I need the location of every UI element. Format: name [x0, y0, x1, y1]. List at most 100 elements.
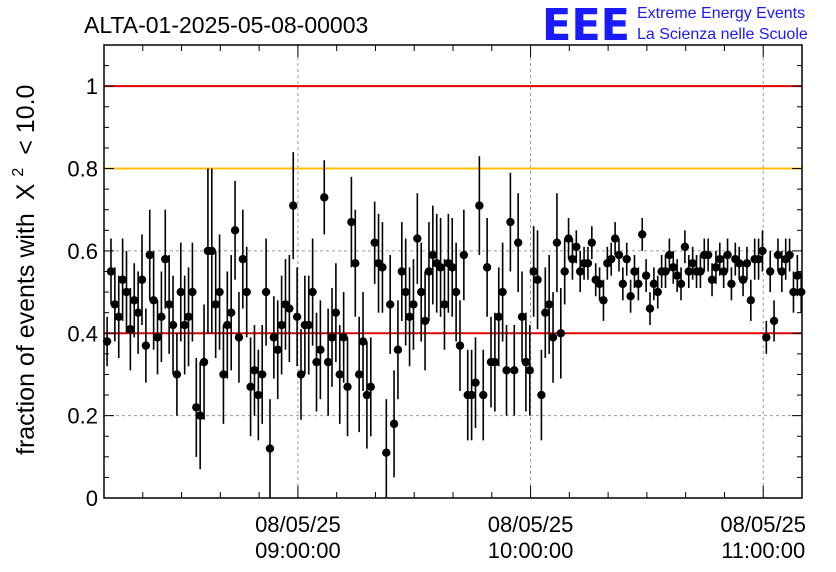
- data-marker: [742, 259, 752, 268]
- data-marker: [715, 254, 724, 264]
- y-tick-label: 0.2: [67, 404, 98, 429]
- data-point: [234, 292, 244, 383]
- data-marker: [254, 390, 263, 400]
- data-point: [676, 267, 686, 301]
- data-marker: [568, 254, 577, 264]
- data-point: [754, 238, 763, 280]
- data-point: [320, 160, 329, 235]
- data-point: [343, 337, 352, 437]
- data-point: [618, 267, 628, 301]
- data-point: [292, 267, 302, 367]
- data-point: [548, 292, 558, 383]
- data-point: [184, 267, 193, 367]
- y-axis-label-exponent: 2: [10, 168, 27, 177]
- data-point: [133, 271, 143, 354]
- data-marker: [277, 320, 286, 330]
- data-marker: [312, 357, 321, 367]
- data-marker: [258, 370, 267, 379]
- data-point: [149, 250, 158, 350]
- data-point: [769, 300, 779, 342]
- data-point: [335, 325, 344, 424]
- data-marker: [130, 296, 139, 305]
- data-marker: [513, 238, 523, 247]
- data-marker: [168, 320, 178, 330]
- data-marker: [618, 279, 628, 289]
- data-marker: [661, 267, 670, 276]
- data-point: [661, 255, 670, 288]
- data-marker: [521, 357, 531, 367]
- data-point: [622, 242, 631, 276]
- data-marker: [587, 238, 597, 247]
- data-marker: [440, 300, 449, 309]
- data-point: [494, 267, 503, 367]
- data-point: [114, 275, 123, 358]
- data-point: [556, 287, 566, 379]
- data-point: [273, 300, 282, 400]
- data-point: [106, 238, 116, 305]
- data-point: [645, 292, 655, 326]
- data-point: [401, 238, 410, 346]
- data-point: [265, 399, 275, 498]
- data-marker: [758, 246, 767, 256]
- data-marker: [630, 267, 639, 276]
- data-marker: [184, 312, 193, 321]
- data-point: [168, 275, 178, 375]
- data-point: [746, 279, 756, 321]
- data-marker: [118, 275, 127, 284]
- data-marker: [323, 357, 333, 367]
- data-marker: [362, 390, 372, 400]
- data-point: [773, 238, 783, 272]
- data-point: [157, 271, 166, 363]
- data-point: [742, 246, 752, 280]
- data-point: [211, 250, 220, 358]
- data-marker: [157, 312, 166, 321]
- data-marker: [343, 382, 352, 392]
- data-marker: [417, 287, 426, 297]
- data-point: [316, 300, 325, 400]
- data-marker: [680, 242, 690, 251]
- data-point: [525, 325, 534, 416]
- data-point: [370, 201, 379, 284]
- data-marker: [223, 320, 232, 330]
- data-point: [591, 263, 600, 297]
- data-point: [296, 329, 306, 420]
- data-marker: [517, 312, 527, 321]
- data-point: [269, 296, 279, 379]
- data-marker: [265, 444, 275, 453]
- data-marker: [358, 337, 368, 346]
- data-point: [440, 259, 449, 350]
- data-marker: [560, 267, 569, 276]
- data-marker: [494, 312, 503, 321]
- data-marker: [331, 308, 341, 317]
- data-point: [572, 230, 581, 264]
- data-marker: [510, 366, 519, 375]
- data-point: [347, 176, 356, 268]
- data-marker: [354, 370, 364, 379]
- data-point: [587, 226, 597, 260]
- data-marker: [482, 263, 492, 272]
- data-marker: [133, 308, 143, 317]
- data-marker: [366, 382, 375, 392]
- data-marker: [455, 341, 465, 350]
- data-point: [607, 242, 616, 276]
- data-point: [738, 263, 748, 297]
- y-tick-label: 0.4: [67, 321, 98, 346]
- data-point: [533, 230, 542, 330]
- data-marker: [649, 279, 659, 289]
- data-marker: [641, 271, 651, 280]
- logo-eee-text: EEE: [542, 0, 630, 51]
- data-marker: [533, 275, 542, 284]
- y-tick-label: 0.8: [67, 157, 98, 182]
- data-point: [308, 238, 317, 346]
- data-marker: [498, 287, 507, 297]
- data-point: [599, 279, 608, 321]
- data-point: [223, 271, 232, 379]
- data-point: [479, 349, 488, 441]
- data-point: [688, 246, 697, 280]
- data-point: [246, 337, 255, 437]
- data-marker: [614, 250, 624, 260]
- data-marker: [552, 238, 562, 247]
- data-point: [195, 362, 205, 470]
- data-marker: [669, 263, 678, 272]
- data-point: [130, 263, 139, 338]
